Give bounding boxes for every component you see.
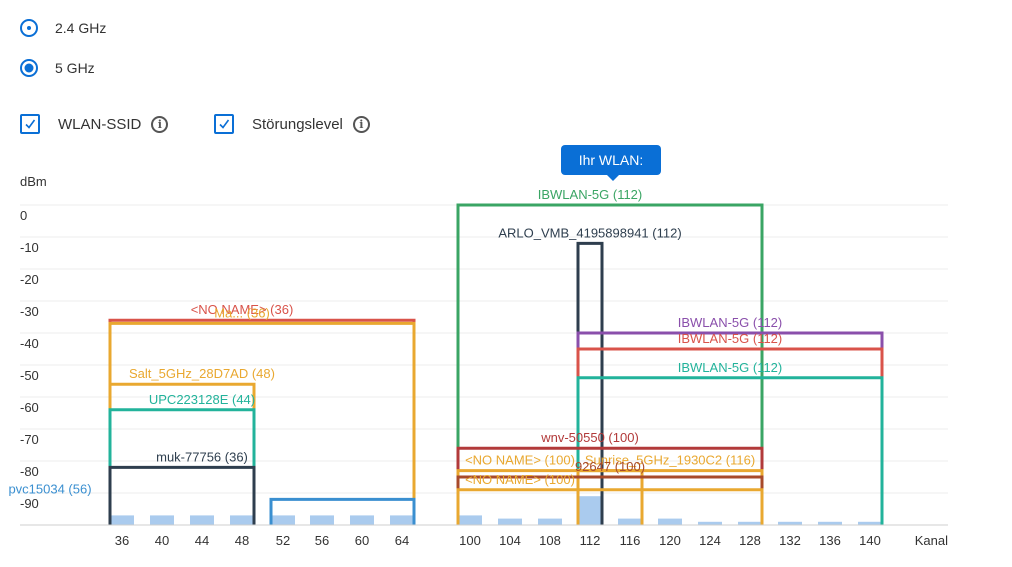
radio-2-4ghz[interactable] xyxy=(20,19,38,37)
x-tick-label: 56 xyxy=(315,533,329,548)
y-tick-label: -60 xyxy=(20,400,39,415)
band-2-4ghz-label: 2.4 GHz xyxy=(55,20,107,36)
network-label: UPC223128E (44) xyxy=(149,392,255,407)
x-tick-label: 64 xyxy=(395,533,409,548)
radio-5ghz[interactable] xyxy=(20,59,38,77)
interference-bar xyxy=(658,518,682,525)
x-tick-label: 40 xyxy=(155,533,169,548)
x-tick-label: 48 xyxy=(235,533,249,548)
interference-bar xyxy=(778,521,802,525)
band-5ghz-option[interactable]: 5 GHz xyxy=(20,59,95,77)
network-range xyxy=(456,488,764,525)
interference-bar xyxy=(698,521,722,525)
interference-toggle[interactable]: Störungslevel i xyxy=(214,114,370,134)
x-tick-label: 124 xyxy=(699,533,721,548)
network-label: <NO NAME> (100) xyxy=(465,453,575,468)
x-tick-label: 108 xyxy=(539,533,561,548)
network-range xyxy=(108,321,416,525)
interference-bar xyxy=(390,515,414,525)
x-tick-label: 128 xyxy=(739,533,761,548)
network-label: ARLO_VMB_4195898941 (112) xyxy=(498,225,681,240)
network-labels: IBWLAN-5G (112) ARLO_VMB_4195898941 (112)… xyxy=(8,187,782,496)
wlan-ssid-toggle[interactable]: WLAN-SSID i xyxy=(20,114,169,134)
interference-bar xyxy=(858,521,882,525)
x-axis-label: Kanal xyxy=(915,533,948,548)
y-tick-label: -20 xyxy=(20,272,39,287)
your-wlan-tooltip: Ihr WLAN: xyxy=(561,145,661,181)
y-axis-label: dBm xyxy=(20,174,47,189)
x-tick-label: 36 xyxy=(115,533,129,548)
network-range xyxy=(456,203,764,525)
x-tick-label: 60 xyxy=(355,533,369,548)
x-tick-label: 100 xyxy=(459,533,481,548)
interference-bar xyxy=(818,521,842,525)
interference-bars xyxy=(110,496,882,525)
interference-bar xyxy=(310,515,334,525)
x-tick-label: 120 xyxy=(659,533,681,548)
network-label: wnv-50550 (100) xyxy=(540,430,639,445)
network-label: IBWLAN-5G (112) xyxy=(538,187,643,202)
network-label: IBWLAN-5G (112) xyxy=(678,360,783,375)
wlan-ssid-checkbox[interactable] xyxy=(20,114,40,134)
interference-bar xyxy=(538,518,562,525)
x-tick-label: 136 xyxy=(819,533,841,548)
network-range xyxy=(269,497,416,525)
x-tick-label: 52 xyxy=(276,533,290,548)
check-icon xyxy=(25,119,36,129)
network-label: <NO NAME> (100) xyxy=(465,472,575,487)
network-label: pvc15034 (56) xyxy=(8,481,91,496)
x-tick-label: 112 xyxy=(580,533,601,548)
network-label: IBWLAN-5G (112) xyxy=(678,315,783,330)
interference-bar xyxy=(738,521,762,525)
interference-bar xyxy=(458,515,482,525)
y-tick-label: -50 xyxy=(20,368,39,383)
network-range xyxy=(576,469,764,525)
network-label: Salt_5GHz_28D7AD (48) xyxy=(129,366,275,381)
interference-bar xyxy=(110,515,134,525)
interference-checkbox[interactable] xyxy=(214,114,234,134)
y-tick-label: -40 xyxy=(20,336,39,351)
wlan-ssid-label: WLAN-SSID xyxy=(58,115,142,133)
y-tick-label: 0 xyxy=(20,208,27,223)
x-tick-label: 116 xyxy=(620,533,641,548)
band-5ghz-label: 5 GHz xyxy=(55,60,95,76)
info-icon[interactable]: i xyxy=(151,115,169,133)
network-range xyxy=(576,241,604,525)
network-range xyxy=(108,465,256,525)
chart-axes: dBm 0 -10 -20 -30 -40 -50 -60 -70 -80 -90 36 40 44 48 5… xyxy=(20,174,948,548)
network-label: muk-77756 (36) xyxy=(156,449,248,464)
interference-bar xyxy=(150,515,174,525)
network-label: Ma... (36) xyxy=(214,305,270,320)
x-tick-label: 104 xyxy=(499,533,521,548)
y-tick-label: -70 xyxy=(20,432,39,447)
network-label: <NO NAME> (36) xyxy=(191,302,294,317)
check-icon xyxy=(219,119,230,129)
interference-bar xyxy=(350,515,374,525)
x-tick-label: 132 xyxy=(779,533,801,548)
x-tick-label: 140 xyxy=(859,533,881,548)
interference-bar xyxy=(618,518,642,525)
network-label: 92647 (100) xyxy=(575,459,645,474)
interference-bar xyxy=(190,515,214,525)
band-2-4ghz-option[interactable]: 2.4 GHz xyxy=(20,19,106,37)
x-tick-label: 44 xyxy=(195,533,209,548)
info-icon[interactable]: i xyxy=(352,115,370,133)
y-tick-label: -30 xyxy=(20,304,39,319)
y-tick-label: -80 xyxy=(20,464,39,479)
y-tick-label: -90 xyxy=(20,496,39,511)
interference-bar xyxy=(271,515,295,525)
interference-bar xyxy=(578,496,602,525)
interference-bar xyxy=(230,515,254,525)
y-tick-label: -10 xyxy=(20,240,39,255)
network-label: IBWLAN-5G (112) xyxy=(678,331,783,346)
network-range xyxy=(108,318,416,525)
interference-bar xyxy=(498,518,522,525)
network-label: Sunrise_5GHz_1930C2 (116) xyxy=(585,453,755,468)
interference-label: Störungslevel xyxy=(252,115,343,133)
network-rectangles xyxy=(108,203,884,525)
network-range xyxy=(576,376,884,525)
